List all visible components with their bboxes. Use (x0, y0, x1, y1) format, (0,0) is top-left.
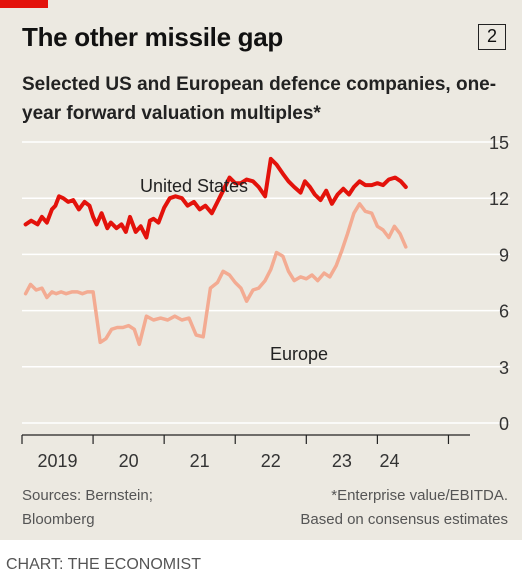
x-tick-label: 23 (332, 451, 352, 471)
y-tick-label: 6 (499, 302, 509, 322)
us-series-line (23, 156, 408, 240)
y-tick-label: 9 (499, 245, 509, 265)
x-tick-label: 22 (261, 451, 281, 471)
y-tick-label: 3 (499, 358, 509, 378)
x-tick-label: 24 (379, 451, 399, 471)
sources-line-2: Bloomberg (22, 511, 95, 528)
chart-subtitle: Selected US and European defence compani… (22, 74, 497, 124)
chart-title: The other missile gap (22, 22, 283, 52)
x-tick-label: 2019 (38, 451, 78, 471)
us-series-label: United States (140, 176, 248, 196)
y-tick-label: 0 (499, 414, 509, 434)
sources-line-1: Sources: Bernstein; (22, 487, 153, 504)
footnote-line-1: *Enterprise value/EBITDA. (331, 487, 508, 504)
line-chart: 15 12 9 6 3 0 2019 20 21 22 23 24 United States Europ… (21, 133, 510, 471)
chart-credit: CHART: THE ECONOMIST (6, 556, 201, 573)
footnote: *Enterprise value/EBITDA. Based on conse… (300, 484, 508, 532)
sources-note: Sources: Bernstein; Bloomberg (22, 484, 153, 532)
chart-number-badge: 2 (478, 24, 506, 50)
europe-series-line (23, 202, 408, 347)
footnote-line-2: Based on consensus estimates (300, 511, 508, 528)
y-tick-label: 15 (489, 133, 509, 153)
economist-red-tag (0, 0, 48, 8)
x-tick-label: 21 (190, 451, 210, 471)
x-tick-label: 20 (119, 451, 139, 471)
europe-series-label: Europe (270, 344, 328, 364)
chart-panel (0, 0, 522, 540)
y-tick-label: 12 (489, 189, 509, 209)
